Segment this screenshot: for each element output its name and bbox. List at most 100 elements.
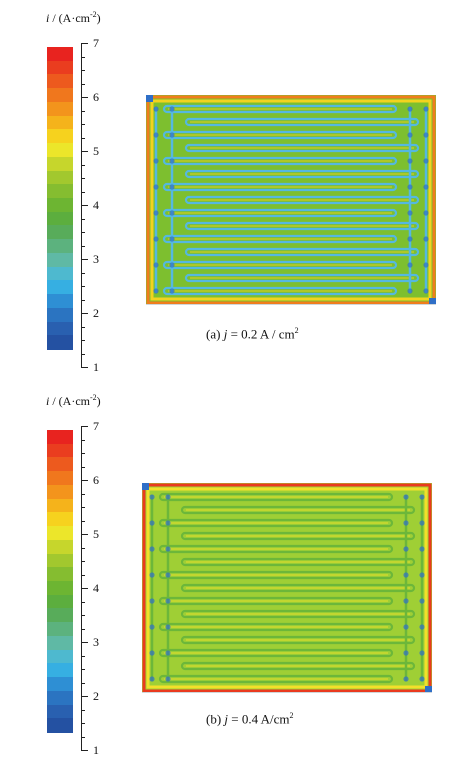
colorbar-minor-tick <box>81 615 85 616</box>
colorbar-tick-label: 2 <box>93 306 99 320</box>
flow-channel <box>158 570 394 580</box>
junction-spot <box>423 262 429 268</box>
junction-spot <box>153 184 159 190</box>
junction-spot <box>169 210 175 216</box>
colorbar-major-tick <box>81 97 88 98</box>
junction-spot <box>423 106 429 112</box>
colorbar-segment <box>47 156 73 172</box>
colorbar-tick-label: 4 <box>93 198 99 212</box>
junction-spot <box>169 106 175 112</box>
flow-channel <box>180 557 416 567</box>
colorbar-segment <box>47 88 73 103</box>
panel-b: i / (A·cm-2) 7 6 5 4 3 2 1 (b) j = 0.4 A/cm2 <box>0 383 471 766</box>
flow-channel <box>162 286 398 296</box>
junction-spot <box>403 494 409 500</box>
junction-spot <box>165 520 171 526</box>
flow-channel <box>158 648 394 658</box>
colorbar-segment <box>47 443 73 459</box>
colorbar-minor-tick <box>81 110 85 112</box>
flow-channel <box>184 273 420 283</box>
colorbar-segment <box>47 622 73 637</box>
colorbar-major-tick <box>81 426 88 427</box>
colorbar <box>47 47 73 350</box>
colorbar-segment <box>47 335 73 350</box>
colorbar-segment <box>47 430 73 445</box>
map-outer-band <box>146 95 436 305</box>
colorbar-major-tick <box>81 367 88 368</box>
junction-spot <box>149 624 155 630</box>
colorbar-segment <box>47 198 73 213</box>
colorbar-tick-label: 2 <box>93 689 99 703</box>
colorbar-minor-tick <box>81 218 85 220</box>
colorbar-minor-tick <box>81 56 85 58</box>
flow-channel <box>180 505 416 515</box>
colorbar-minor-tick <box>81 286 85 287</box>
colorbar-segment <box>47 649 73 664</box>
colorbar-tick-label: 5 <box>93 144 99 158</box>
junction-spot <box>169 288 175 294</box>
colorbar-major-tick <box>81 480 88 481</box>
colorbar-minor-tick <box>81 453 85 454</box>
flow-channel <box>184 169 420 179</box>
colorbar-segment <box>47 307 73 323</box>
junction-spot <box>169 184 175 190</box>
junction-spot <box>165 598 171 604</box>
flow-channel <box>180 635 416 645</box>
junction-spot <box>423 158 429 164</box>
flow-channel <box>158 544 394 554</box>
junction-spot <box>407 288 413 294</box>
colorbar-segment <box>47 294 73 309</box>
junction-spot <box>403 676 409 682</box>
junction-spot <box>419 650 425 656</box>
junction-spot <box>169 262 175 268</box>
colorbar-minor-tick <box>81 601 85 603</box>
colorbar-tick-label: 1 <box>93 360 99 374</box>
flow-channel <box>162 182 398 192</box>
colorbar-minor-tick <box>81 178 85 179</box>
colorbar-major-tick <box>81 696 88 697</box>
colorbar-tick-label: 4 <box>93 581 99 595</box>
flow-channel <box>184 117 420 127</box>
junction-spot <box>153 236 159 242</box>
colorbar-segment <box>47 129 73 144</box>
colorbar-segment <box>47 184 73 199</box>
colorbar-segment <box>47 239 73 254</box>
colorbar <box>47 430 73 733</box>
colorbar-minor-tick <box>81 245 85 247</box>
colorbar-segment <box>47 471 73 486</box>
colorbar-minor-tick <box>81 574 85 576</box>
colorbar-minor-tick <box>81 466 85 468</box>
colorbar-segment <box>47 677 73 692</box>
map-inner-band <box>150 99 432 301</box>
colorbar-minor-tick <box>81 507 85 508</box>
colorbar-segment <box>47 211 73 227</box>
junction-spot <box>165 546 171 552</box>
junction-spot <box>423 184 429 190</box>
colorbar-minor-tick <box>81 326 85 328</box>
colorbar-tick-label: 3 <box>93 252 99 266</box>
colorbar-minor-tick <box>81 70 85 71</box>
junction-spot <box>419 598 425 604</box>
junction-spot <box>153 262 159 268</box>
junction-spot <box>403 520 409 526</box>
colorbar-minor-tick <box>81 520 85 522</box>
junction-spot <box>403 624 409 630</box>
junction-spot <box>407 210 413 216</box>
junction-spot <box>153 158 159 164</box>
junction-spot <box>169 158 175 164</box>
flow-channel <box>184 195 420 205</box>
colorbar-minor-tick <box>81 736 85 738</box>
colorbar-segment <box>47 690 73 706</box>
panel-caption: (a) j = 0.2 A / cm2 <box>206 326 299 342</box>
junction-spot <box>403 598 409 604</box>
colorbar-tick-label: 5 <box>93 527 99 541</box>
corner-spot <box>425 686 432 693</box>
colorbar-minor-tick <box>81 299 85 301</box>
colorbar-segment <box>47 581 73 596</box>
colorbar-segment <box>47 512 73 527</box>
flow-channel <box>162 260 398 270</box>
colorbar-segment <box>47 143 73 158</box>
junction-spot <box>407 262 413 268</box>
colorbar-segment <box>47 594 73 610</box>
colorbar-minor-tick <box>81 191 85 193</box>
